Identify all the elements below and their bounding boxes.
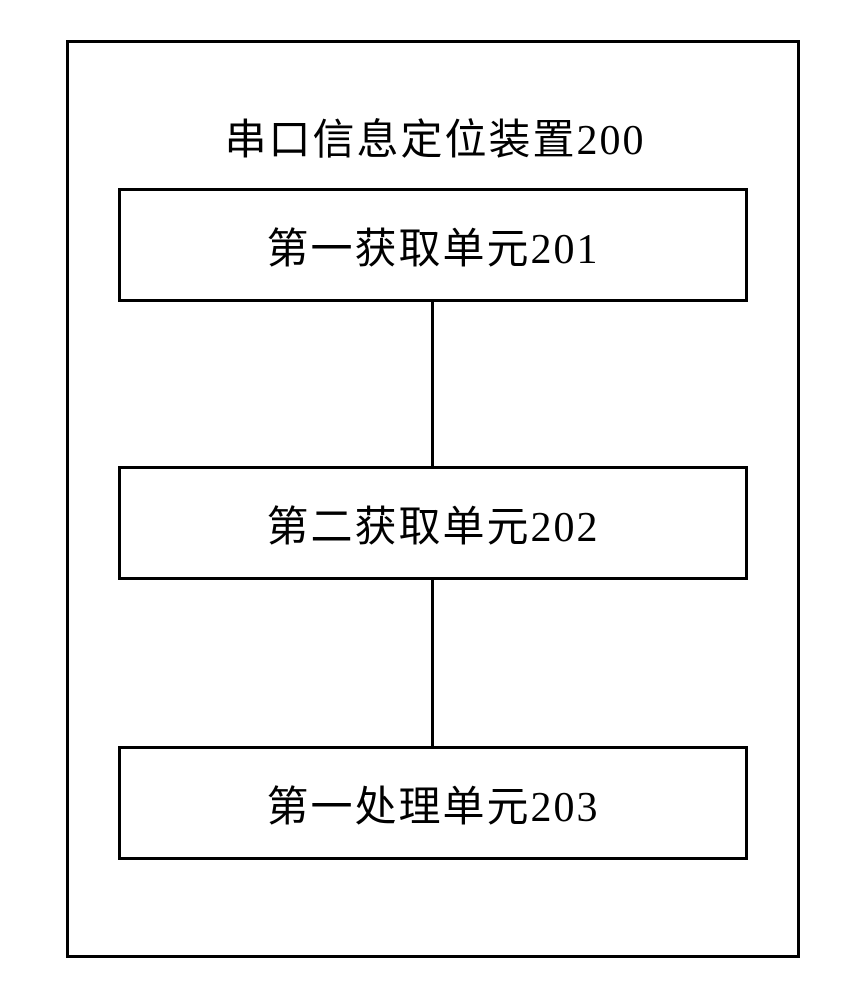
unit-box-201: 第一获取单元201 — [118, 188, 748, 302]
unit-box-203: 第一处理单元203 — [118, 746, 748, 860]
connector-201-to-202 — [431, 302, 434, 466]
unit-label-203: 第一处理单元203 — [266, 773, 599, 834]
unit-label-201: 第一获取单元201 — [266, 215, 599, 276]
unit-box-202: 第二获取单元202 — [118, 466, 748, 580]
connector-202-to-203 — [431, 580, 434, 746]
diagram-title: 串口信息定位装置200 — [180, 106, 690, 167]
unit-label-202: 第二获取单元202 — [266, 493, 599, 554]
